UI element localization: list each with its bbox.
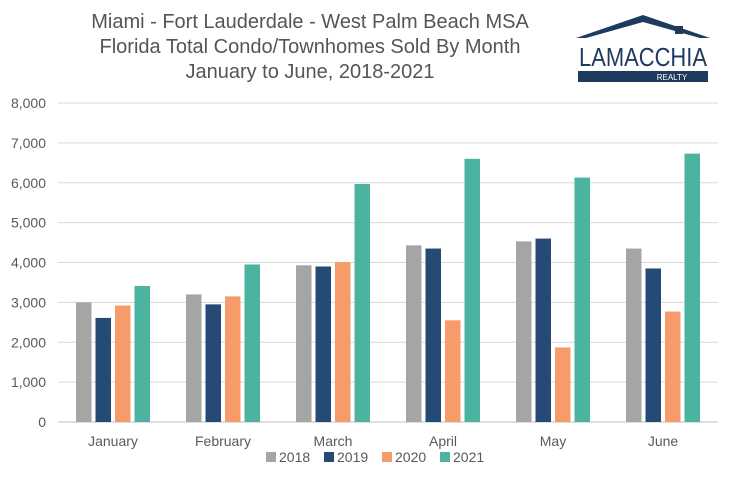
chart-title-line-3: January to June, 2018-2021 — [185, 61, 435, 83]
chart-title-line-2: Florida Total Condo/Townhomes Sold By Mo… — [99, 36, 521, 58]
bar-2021-march — [354, 183, 370, 422]
y-tick-label: 5,000 — [11, 215, 46, 231]
x-tick-label: March — [314, 433, 353, 449]
y-tick-label: 1,000 — [11, 374, 46, 390]
chart-title-line-1: Miami - Fort Lauderdale - West Palm Beac… — [91, 11, 529, 33]
bar-2018-february — [186, 294, 202, 422]
bar-2018-may — [516, 241, 532, 422]
logo-tagline-text: REALTY — [657, 73, 688, 82]
legend: 2018 2019 2020 2021 — [266, 449, 484, 465]
bar-2020-january — [115, 305, 131, 422]
bar-2019-april — [425, 248, 441, 422]
bar-2020-february — [225, 296, 241, 422]
bar-2018-april — [406, 245, 422, 422]
x-tick-label: February — [195, 433, 251, 449]
bar-2019-january — [95, 317, 111, 422]
y-tick-label: 6,000 — [11, 175, 46, 191]
logo-window-icon — [675, 26, 683, 34]
bar-2019-march — [315, 266, 331, 422]
y-tick-label: 0 — [38, 414, 46, 430]
bar-2019-june — [645, 268, 661, 422]
logo-tagline-bar — [578, 71, 708, 82]
y-tick-label: 4,000 — [11, 255, 46, 271]
logo-roof-icon — [576, 15, 710, 38]
bar-2019-may — [535, 238, 551, 422]
chart-title: Miami - Fort Lauderdale - West Palm Beac… — [40, 10, 580, 85]
y-tick-label: 2,000 — [11, 334, 46, 350]
x-tick-label: June — [648, 433, 679, 449]
y-tick-label: 8,000 — [11, 95, 46, 111]
legend-swatch-2021 — [440, 452, 450, 462]
x-axis-ticks: January February March April May June — [88, 433, 678, 449]
bar-2018-march — [296, 265, 312, 422]
legend-label-2019: 2019 — [337, 449, 368, 465]
x-tick-label: January — [88, 433, 138, 449]
bar-2021-may — [574, 177, 590, 422]
legend-label-2018: 2018 — [279, 449, 310, 465]
lamacchia-logo: LAMACCHIA REALTY — [576, 15, 710, 82]
bar-2021-january — [134, 286, 150, 422]
legend-label-2021: 2021 — [453, 449, 484, 465]
logo-brand-text: LAMACCHIA — [579, 42, 708, 72]
bar-2020-march — [335, 262, 351, 422]
legend-swatch-2020 — [382, 452, 392, 462]
legend-swatch-2018 — [266, 452, 276, 462]
bar-2021-june — [684, 153, 700, 423]
x-tick-label: May — [540, 433, 566, 449]
bar-2020-april — [445, 320, 461, 422]
x-tick-label: April — [429, 433, 457, 449]
bar-2021-april — [464, 158, 480, 422]
y-tick-label: 7,000 — [11, 135, 46, 151]
bars — [76, 153, 700, 423]
bar-2018-january — [76, 302, 92, 422]
y-tick-label: 3,000 — [11, 294, 46, 310]
gridlines — [58, 102, 718, 423]
y-axis-ticks: 0 1,000 2,000 3,000 4,000 5,000 6,000 7,000 8,00… — [11, 95, 46, 430]
bar-2018-june — [626, 248, 642, 422]
legend-swatch-2019 — [324, 452, 334, 462]
bar-2020-june — [665, 311, 681, 422]
bar-2021-february — [244, 264, 260, 422]
bar-2019-february — [205, 304, 221, 422]
bar-2020-may — [555, 347, 571, 422]
legend-label-2020: 2020 — [395, 449, 426, 465]
